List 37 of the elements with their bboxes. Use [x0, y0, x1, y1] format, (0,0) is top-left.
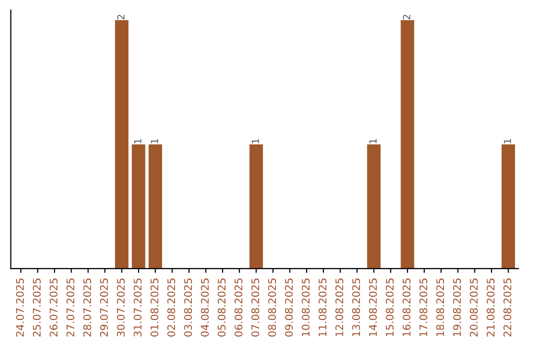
x-tick-label: 28.07.2025	[83, 278, 92, 337]
x-tick-label: 16.08.2025	[402, 278, 410, 336]
x-tick-label: 30.07.2025	[116, 278, 125, 336]
data-label: 2	[402, 14, 410, 20]
data-label: 1	[150, 139, 158, 144]
x-tick-label: 19.08.2025	[453, 278, 461, 336]
x-tick-label: 06.08.2025	[234, 278, 242, 337]
data-label: 1	[134, 139, 142, 144]
x-tick-label: 09.08.2025	[284, 278, 293, 337]
x-tick-label: 15.08.2025	[386, 278, 394, 336]
data-label: 2	[117, 14, 124, 20]
x-tick-label: 14.08.2025	[368, 278, 377, 336]
x-tick-label: 11.08.2025	[318, 278, 326, 336]
x-tick-label: 18.08.2025	[436, 278, 444, 336]
x-tick-label: 22.08.2025	[503, 278, 512, 337]
x-tick-label: 03.08.2025	[184, 278, 192, 337]
x-tick-label: 27.07.2025	[66, 278, 74, 337]
x-tick-label: 29.07.2025	[100, 278, 108, 337]
x-tick-label: 26.07.2025	[50, 278, 58, 337]
x-tick-label: 25.07.2025	[32, 278, 41, 337]
x-tick-label: 20.08.2025	[470, 278, 478, 337]
x-tick-label: 04.08.2025	[200, 278, 209, 337]
data-label: 1	[252, 139, 259, 144]
x-tick-label: 31.07.2025	[134, 278, 142, 336]
x-tick-label: 01.08.2025	[150, 278, 158, 337]
x-tick-label: 07.08.2025	[251, 278, 260, 337]
data-label: 1	[369, 139, 377, 144]
x-tick-label: 10.08.2025	[302, 278, 310, 336]
x-tick-label: 05.08.2025	[218, 278, 226, 337]
x-tick-label: 08.08.2025	[268, 278, 276, 337]
x-tick-label: 21.08.2025	[486, 278, 495, 337]
x-tick-label: 24.07.2025	[16, 278, 24, 337]
x-tick-label: 17.08.2025	[419, 278, 428, 336]
data-label: 1	[504, 139, 511, 144]
x-tick-label: 12.08.2025	[335, 278, 344, 336]
x-tick-label: 02.08.2025	[167, 278, 176, 337]
x-tick-label: 13.08.2025	[352, 278, 360, 336]
